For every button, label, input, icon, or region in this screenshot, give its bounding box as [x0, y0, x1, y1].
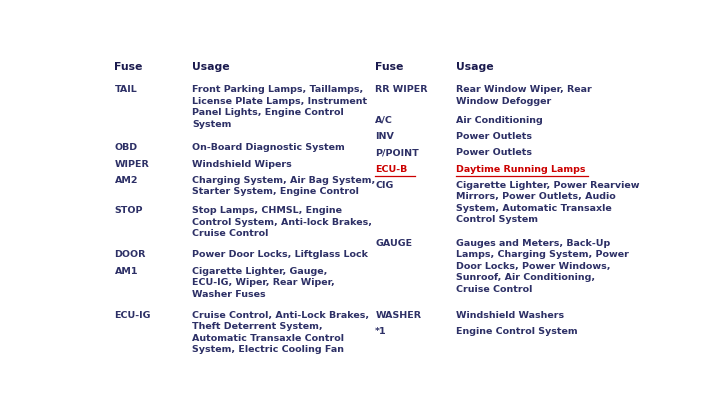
Text: Usage: Usage — [192, 62, 230, 72]
Text: Charging System, Air Bag System,
Starter System, Engine Control: Charging System, Air Bag System, Starter… — [192, 176, 375, 196]
Text: GAUGE: GAUGE — [375, 239, 412, 248]
Text: INV: INV — [375, 132, 394, 141]
Text: ECU-B: ECU-B — [375, 165, 407, 174]
Text: RR WIPER: RR WIPER — [375, 85, 427, 94]
Text: CIG: CIG — [375, 181, 394, 190]
Text: *1: *1 — [375, 327, 387, 336]
Text: ECU-IG: ECU-IG — [115, 311, 151, 320]
Text: Power Outlets: Power Outlets — [455, 148, 532, 157]
Text: P/POINT: P/POINT — [375, 148, 419, 157]
Text: A/C: A/C — [375, 115, 393, 124]
Text: Engine Control System: Engine Control System — [455, 327, 577, 336]
Text: Power Outlets: Power Outlets — [455, 132, 532, 141]
Text: Usage: Usage — [455, 62, 493, 72]
Text: Daytime Running Lamps: Daytime Running Lamps — [455, 165, 585, 174]
Text: WIPER: WIPER — [115, 160, 149, 169]
Text: STOP: STOP — [115, 206, 143, 215]
Text: Front Parking Lamps, Taillamps,
License Plate Lamps, Instrument
Panel Lights, En: Front Parking Lamps, Taillamps, License … — [192, 85, 367, 129]
Text: OBD: OBD — [115, 143, 137, 152]
Text: Cigarette Lighter, Gauge,
ECU-IG, Wiper, Rear Wiper,
Washer Fuses: Cigarette Lighter, Gauge, ECU-IG, Wiper,… — [192, 267, 335, 299]
Text: DOOR: DOOR — [115, 250, 146, 259]
Text: WASHER: WASHER — [375, 311, 421, 320]
Text: Windshield Wipers: Windshield Wipers — [192, 160, 292, 169]
Text: Rear Window Wiper, Rear
Window Defogger: Rear Window Wiper, Rear Window Defogger — [455, 85, 591, 106]
Text: AM1: AM1 — [115, 267, 138, 276]
Text: AM2: AM2 — [115, 176, 138, 185]
Text: Cigarette Lighter, Power Rearview
Mirrors, Power Outlets, Audio
System, Automati: Cigarette Lighter, Power Rearview Mirror… — [455, 181, 639, 225]
Text: Fuse: Fuse — [375, 62, 404, 72]
Text: Fuse: Fuse — [115, 62, 143, 72]
Text: Power Door Locks, Liftglass Lock: Power Door Locks, Liftglass Lock — [192, 250, 368, 259]
Text: Air Conditioning: Air Conditioning — [455, 115, 543, 124]
Text: Cruise Control, Anti-Lock Brakes,
Theft Deterrent System,
Automatic Transaxle Co: Cruise Control, Anti-Lock Brakes, Theft … — [192, 311, 369, 354]
Text: Stop Lamps, CHMSL, Engine
Control System, Anti-lock Brakes,
Cruise Control: Stop Lamps, CHMSL, Engine Control System… — [192, 206, 372, 238]
Text: TAIL: TAIL — [115, 85, 137, 94]
Text: Gauges and Meters, Back-Up
Lamps, Charging System, Power
Door Locks, Power Windo: Gauges and Meters, Back-Up Lamps, Chargi… — [455, 239, 629, 294]
Text: Windshield Washers: Windshield Washers — [455, 311, 564, 320]
Text: On-Board Diagnostic System: On-Board Diagnostic System — [192, 143, 345, 152]
